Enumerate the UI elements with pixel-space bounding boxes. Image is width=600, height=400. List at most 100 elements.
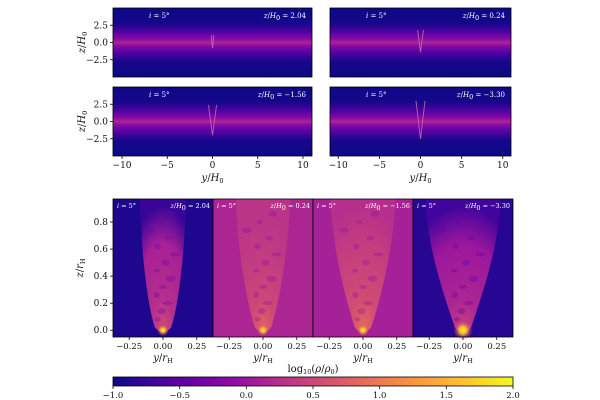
colorbar bbox=[112, 376, 514, 387]
bottom-panel-1-turbulent-feature bbox=[157, 308, 166, 315]
bottom-panel-3-turbulent-feature bbox=[366, 236, 375, 241]
top-panel-2-inclination-label: i = 5° bbox=[366, 12, 387, 20]
top-ytick-label: 2.5 bbox=[94, 21, 109, 31]
top-panel-4-inclination-label: i = 5° bbox=[366, 91, 387, 99]
bottom-panel-1-turbulent-feature bbox=[154, 317, 161, 322]
bottom-panel-3-turbulent-feature bbox=[361, 259, 370, 266]
bottom-panel-1-turbulent-feature bbox=[153, 292, 160, 299]
bottom-panel-3-inclination-label: i = 5° bbox=[317, 202, 336, 210]
bottom-panel-4-slice-label: z/H0 = −3.30 bbox=[464, 202, 510, 212]
top-xtick-label: −10 bbox=[329, 161, 348, 171]
bottom-panel-2-turbulent-feature bbox=[254, 243, 261, 250]
bottom-panel-4-turbulent-feature bbox=[455, 220, 462, 224]
bottom-panel-4-turbulent-feature bbox=[467, 236, 476, 241]
bottom-panel-2-turbulent-feature bbox=[253, 292, 260, 299]
bottom-ylabel: z/rH bbox=[75, 258, 87, 278]
top-xlabel: y/H0 bbox=[409, 173, 432, 185]
top-panel-2-density-map bbox=[330, 8, 511, 77]
top-xtick-label: −5 bbox=[161, 161, 175, 171]
bottom-panel-3-turbulent-feature bbox=[338, 227, 349, 234]
bottom-panel-2-turbulent-feature bbox=[261, 259, 270, 266]
top-xtick-label: 0 bbox=[210, 161, 216, 171]
bottom-xtick-label: 0.00 bbox=[254, 342, 273, 352]
top-panel-3-slice-label: z/H0 = −1.56 bbox=[257, 91, 307, 101]
bottom-xtick-label: −0.25 bbox=[416, 342, 442, 352]
bottom-panel-2-turbulent-feature bbox=[266, 275, 277, 282]
top-xtick-label: 0 bbox=[418, 161, 424, 171]
top-panel-3-wake bbox=[207, 104, 218, 136]
bottom-panel-4-turbulent-feature bbox=[463, 301, 474, 306]
top-panel-2-slice-label: z/H0 = 0.24 bbox=[462, 12, 506, 22]
bottom-ytick-label: 0.8 bbox=[94, 218, 109, 228]
top-panel-1-inclination-label: i = 5° bbox=[149, 12, 170, 20]
bottom-panel-2-turbulent-feature bbox=[241, 227, 252, 234]
top-xtick-label: 10 bbox=[297, 161, 309, 171]
bottom-panel-3-turbulent-feature bbox=[362, 301, 373, 306]
bottom-xtick-label: 0.25 bbox=[487, 342, 506, 352]
bottom-panel-1-turbulent-feature bbox=[159, 284, 167, 289]
bottom-panel-1-turbulent-feature bbox=[170, 252, 181, 257]
bottom-ytick-label: 0.6 bbox=[94, 245, 109, 255]
colorbar-tick-label: 0.0 bbox=[240, 391, 254, 400]
bottom-panel-1-turbulent-feature bbox=[144, 227, 155, 234]
bottom-ytick-label: 0.4 bbox=[94, 272, 109, 282]
bottom-xtick-label: 0.25 bbox=[287, 342, 306, 352]
bottom-panel-4-turbulent-feature bbox=[457, 308, 466, 315]
colorbar-tick-label: 1.0 bbox=[373, 391, 387, 400]
top-panel-2-frame bbox=[329, 7, 512, 78]
bottom-ytick-label: 0.0 bbox=[94, 326, 109, 336]
bottom-panel-3-turbulent-feature bbox=[352, 268, 359, 273]
bottom-panel-1-turbulent-feature bbox=[162, 301, 173, 306]
bottom-panel-4-turbulent-feature bbox=[472, 210, 481, 217]
colorbar-tick-label: 1.5 bbox=[440, 391, 454, 400]
bottom-panel-1-inclination-label: i = 5° bbox=[117, 202, 136, 210]
bottom-xtick-label: 0.25 bbox=[187, 342, 206, 352]
top-panel-3-inclination-label: i = 5° bbox=[149, 91, 170, 99]
bottom-panel-3-turbulent-feature bbox=[354, 317, 361, 322]
bottom-panel-3-turbulent-feature bbox=[356, 220, 363, 224]
bottom-panel-1-slice-label: z/H0 = 2.04 bbox=[169, 202, 210, 212]
bottom-panel-2-turbulent-feature bbox=[271, 252, 282, 257]
top-panel-1-wake bbox=[210, 34, 215, 49]
bottom-panel-1-turbulent-feature bbox=[161, 259, 170, 266]
top-ytick-label: 0.0 bbox=[94, 39, 109, 49]
bottom-xtick-label: −0.25 bbox=[216, 342, 242, 352]
bottom-panel-4-turbulent-feature bbox=[451, 292, 458, 299]
top-panel-4-slice-label: z/H0 = −3.30 bbox=[456, 91, 505, 101]
top-panel-4-density-map bbox=[330, 87, 511, 156]
bottom-xtick-label: 0.00 bbox=[154, 342, 173, 352]
bottom-panel-2-turbulent-feature bbox=[259, 284, 267, 289]
bottom-panel-1-turbulent-feature bbox=[164, 236, 173, 241]
top-panel-3-density-map bbox=[113, 87, 312, 156]
bottom-panel-4-turbulent-feature bbox=[454, 317, 461, 322]
bottom-panel-4-inclination-label: i = 5° bbox=[417, 202, 436, 210]
figure-content: i = 5° z/H0 = 2.042.50.0−2.5z/H0i = 5° z/H… bbox=[75, 7, 520, 400]
bottom-panel-1-plume bbox=[140, 199, 186, 333]
bottom-ytick-label: 0.2 bbox=[94, 299, 108, 309]
bottom-panel-3-turbulent-feature bbox=[373, 252, 384, 257]
colorbar-label: log10(ρ/ρ0) bbox=[287, 364, 338, 376]
bottom-panel-4-planet-core bbox=[453, 320, 473, 341]
top-ylabel: z/H0 bbox=[77, 111, 89, 134]
bottom-panel-2-inclination-label: i = 5° bbox=[217, 202, 236, 210]
top-panel-4-wake bbox=[415, 100, 426, 139]
bottom-xlabel: y/rH bbox=[452, 353, 473, 365]
bottom-panel-4-turbulent-feature bbox=[436, 227, 447, 234]
top-xtick-label: −5 bbox=[373, 161, 387, 171]
bottom-panel-2-turbulent-feature bbox=[254, 317, 261, 322]
top-ylabel: z/H0 bbox=[77, 32, 89, 55]
top-xtick-label: 5 bbox=[459, 161, 465, 171]
bottom-panel-3-slice-label: z/H0 = −1.56 bbox=[364, 202, 410, 212]
bottom-panel-4-turbulent-feature bbox=[451, 268, 458, 273]
bottom-panel-3-planet-core bbox=[357, 324, 369, 337]
top-xtick-label: 10 bbox=[497, 161, 509, 171]
bottom-panel-2-turbulent-feature bbox=[268, 210, 277, 217]
top-xtick-label: 5 bbox=[255, 161, 261, 171]
bottom-panel-3-turbulent-feature bbox=[359, 284, 367, 289]
bottom-panel-2-turbulent-feature bbox=[253, 268, 260, 273]
bottom-panel-2-turbulent-feature bbox=[256, 220, 263, 224]
bottom-panel-1-turbulent-feature bbox=[167, 210, 176, 217]
top-panel-1-slice-label: z/H0 = 2.04 bbox=[263, 12, 307, 22]
bottom-panel-2-turbulent-feature bbox=[265, 236, 274, 241]
top-xlabel: y/H0 bbox=[201, 173, 224, 185]
